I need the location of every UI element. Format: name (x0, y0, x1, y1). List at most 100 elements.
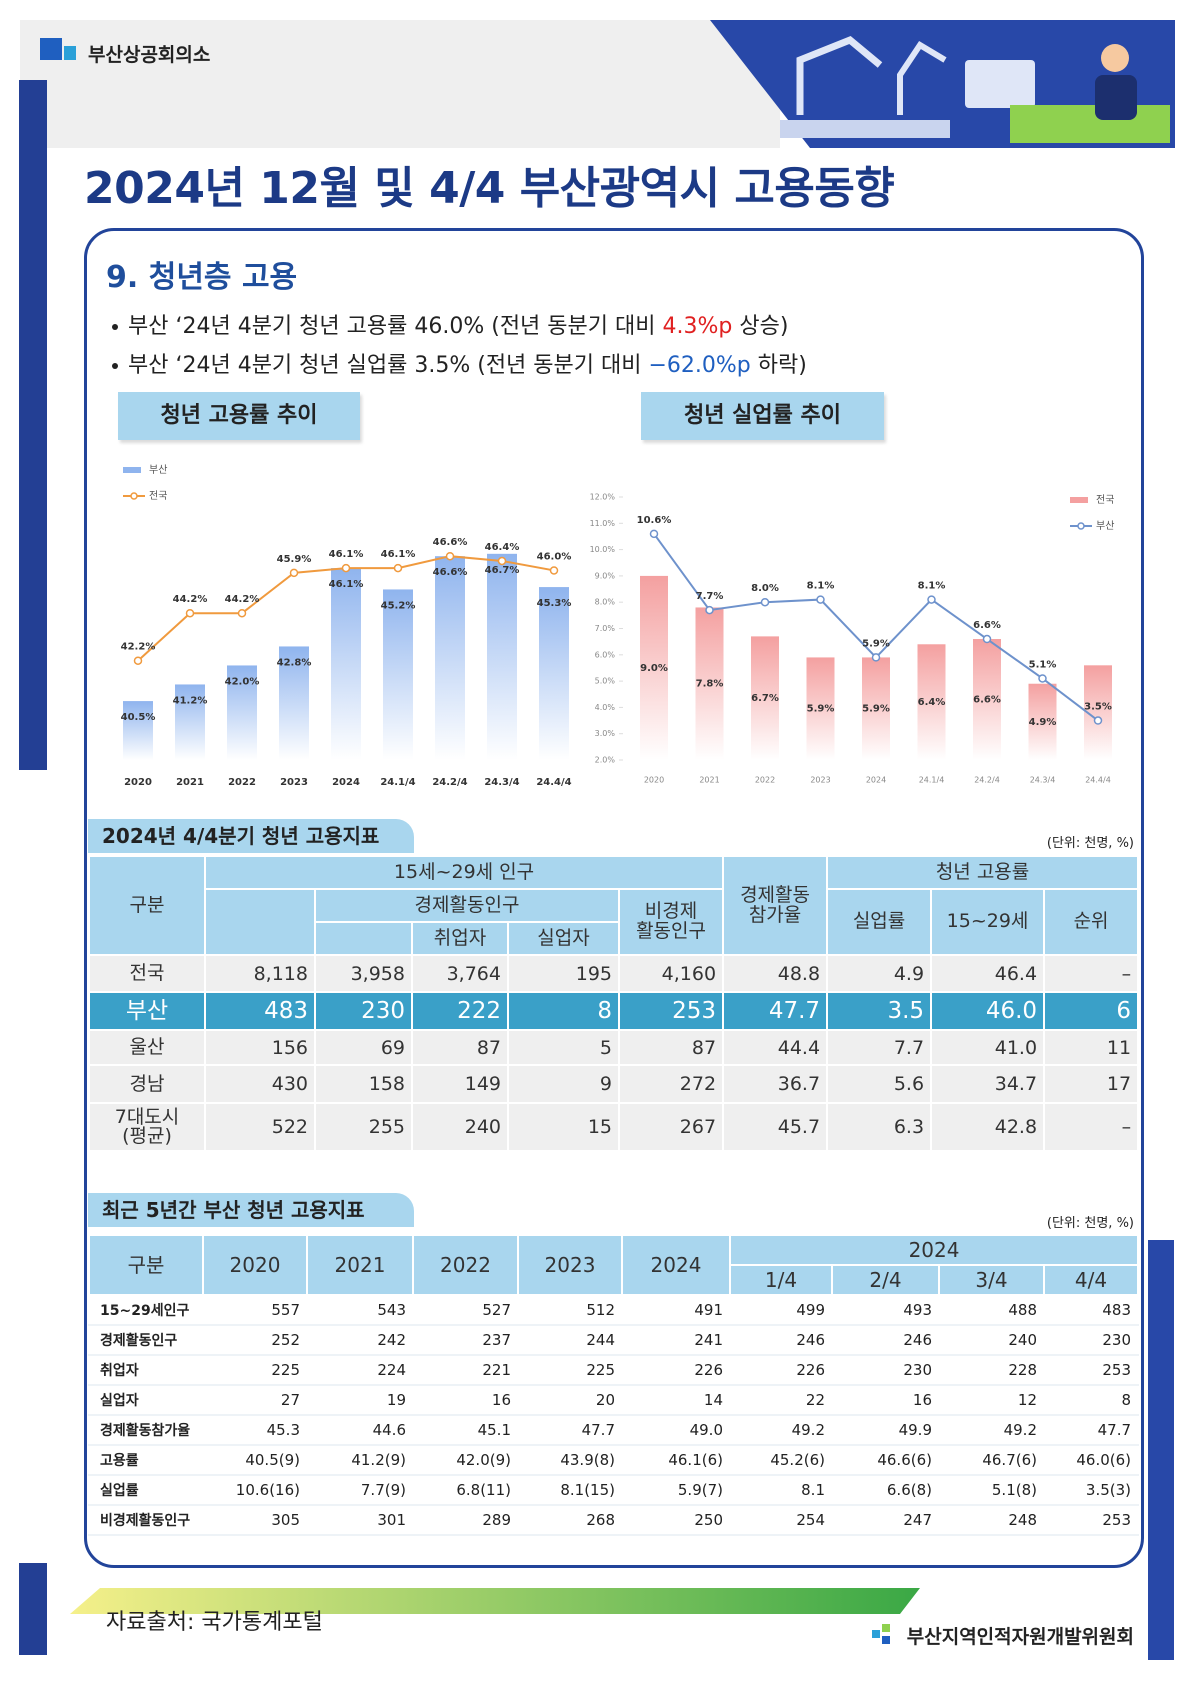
worker-body (1095, 75, 1137, 120)
header-cell: 4/4 (1042, 1264, 1140, 1296)
table-cell: 49.0 (621, 1414, 731, 1446)
data-label: 5.9% (862, 638, 890, 649)
header-cell: 구분 (88, 1234, 204, 1296)
header-cell: 2021 (306, 1234, 414, 1296)
conveyor (780, 120, 950, 138)
table-cell: 240 (938, 1324, 1045, 1356)
table-cell: 430 (204, 1064, 316, 1104)
table-cell: 22 (729, 1384, 833, 1416)
line-point (1038, 674, 1047, 683)
data-label: 6.6% (973, 695, 1001, 706)
y-tick-label: 8.0% (595, 598, 616, 607)
data-label: 10.6% (637, 515, 672, 526)
table-cell: 44.6 (306, 1414, 414, 1446)
bullet: 부산 ‘24년 4분기 청년 고용률 46.0% (전년 동분기 대비 4.3%… (112, 308, 788, 340)
bullet-text: 부산 ‘24년 4분기 청년 고용률 46.0% (전년 동분기 대비 (128, 314, 663, 339)
bullet-text: 상승) (732, 314, 789, 339)
table-cell: 45.3 (202, 1414, 308, 1446)
y-tick-label: 10.0% (590, 545, 616, 554)
table-cell: 8 (1042, 1384, 1140, 1416)
header-cell: 2020 (202, 1234, 308, 1296)
table-cell: 17 (1043, 1064, 1140, 1104)
data-label: 46.6% (433, 567, 468, 578)
legend-label: 부산 (1096, 520, 1114, 532)
table-cell: 527 (412, 1294, 519, 1326)
table-cell: 19 (306, 1384, 414, 1416)
data-label: 45.3% (537, 598, 572, 609)
table-cell: 557 (202, 1294, 308, 1326)
legend-swatch (1070, 497, 1088, 503)
table-cell: 228 (938, 1354, 1045, 1386)
table-cell: 156 (204, 1029, 316, 1066)
line-point (1093, 716, 1103, 725)
bullet-dot (112, 363, 118, 369)
table-cell: 7.7 (826, 1029, 933, 1066)
table-row: 실업자 27 19 16 20 14 22 16 12 8 (88, 1384, 1140, 1416)
table-row: 비경제활동인구 305 301 289 268 250 254 247 248 253 (88, 1504, 1140, 1536)
bar (806, 657, 835, 760)
table-cell: 46.6(6) (831, 1444, 940, 1476)
x-tick-label: 2023 (810, 776, 830, 785)
table-cell: 36.7 (722, 1064, 829, 1104)
logo (40, 38, 62, 60)
table-cell: 6 (1043, 991, 1140, 1031)
table-cell: 27 (202, 1384, 308, 1416)
table-cell: 45.7 (722, 1102, 829, 1152)
x-tick-label: 2022 (755, 776, 775, 785)
trend-table: 구분 2020 2021 2022 2023 2024 2024 1/4 2/4 3/4 4/4 … (88, 1234, 1140, 1536)
table-cell: 3,958 (314, 954, 413, 993)
row-label: 고용률 (88, 1444, 204, 1476)
line-point (816, 595, 825, 604)
row-label: 경제활동참가율 (88, 1414, 204, 1446)
table-cell: 254 (729, 1504, 833, 1536)
table-cell: 253 (1042, 1354, 1140, 1386)
table-cell: 11 (1043, 1029, 1140, 1066)
table-cell: 46.4 (930, 954, 1046, 993)
table-cell: 49.2 (729, 1414, 833, 1446)
chart: 2.0% 3.0% 4.0% 5.0% 6.0% 7.0% 8.0% 9.0% 10.0% 11.… (590, 493, 1115, 785)
table-row: 전국 8,118 3,958 3,764 195 4,160 48.8 4.9 46.4– (88, 954, 1140, 993)
table-cell: 46.0 (930, 991, 1046, 1031)
legend-label: 전국 (149, 490, 167, 502)
table-cell: 488 (938, 1294, 1045, 1326)
y-tick-label: 9.0% (595, 571, 616, 580)
table-title: 2024년 4/4분기 청년 고용지표 (88, 819, 414, 853)
data-label: 42.8% (277, 657, 312, 668)
legend-label: 부산 (149, 464, 167, 476)
logo-part (882, 1636, 890, 1644)
data-label: 6.4% (918, 697, 946, 708)
header-cell: 실업률 (826, 888, 933, 956)
table-cell: – (1043, 1102, 1140, 1152)
header-cell: 실업자 (507, 921, 620, 956)
header-cell: 청년 고용률 (826, 855, 1140, 890)
table-cell: 10.6(16) (202, 1474, 308, 1506)
table-row: 15~29세인구 557 543 527 512 491 499 493 488 483 (88, 1294, 1140, 1326)
table-row: 고용률 40.5(9) 41.2(9) 42.0(9) 43.9(8) 46.1(6) 45… (88, 1444, 1140, 1476)
table-cell: 255 (314, 1102, 413, 1152)
table-cell: 5.6 (826, 1064, 933, 1104)
data-label: 8.0% (751, 583, 779, 594)
robot-arm (796, 35, 883, 115)
table-cell: 46.7(6) (938, 1444, 1045, 1476)
data-label: 41.2% (173, 695, 208, 706)
data-label: 8.1% (807, 581, 835, 592)
line-point (549, 566, 559, 575)
data-label: 46.1% (329, 579, 364, 590)
table-cell: 5.1(8) (938, 1474, 1045, 1506)
line-point (289, 568, 299, 578)
x-tick-label: 24.2/4 (432, 777, 467, 788)
y-tick-label: 7.0% (595, 624, 616, 633)
x-tick-label: 24.4/4 (1085, 776, 1111, 785)
table-cell: 41.2(9) (306, 1444, 414, 1476)
line-point (871, 653, 881, 662)
table-row: 취업자 225 224 221 225 226 226 230 228 253 (88, 1354, 1140, 1386)
header-band (20, 20, 1175, 148)
bar (539, 587, 569, 760)
row-label: 부산 (88, 991, 206, 1031)
x-tick-label: 2024 (866, 776, 886, 785)
table-cell: 42.8 (930, 1102, 1046, 1152)
table-cell: 242 (306, 1324, 414, 1356)
bar (917, 644, 946, 760)
table-cell: 253 (617, 991, 725, 1031)
y-tick-label: 2.0% (595, 756, 616, 765)
